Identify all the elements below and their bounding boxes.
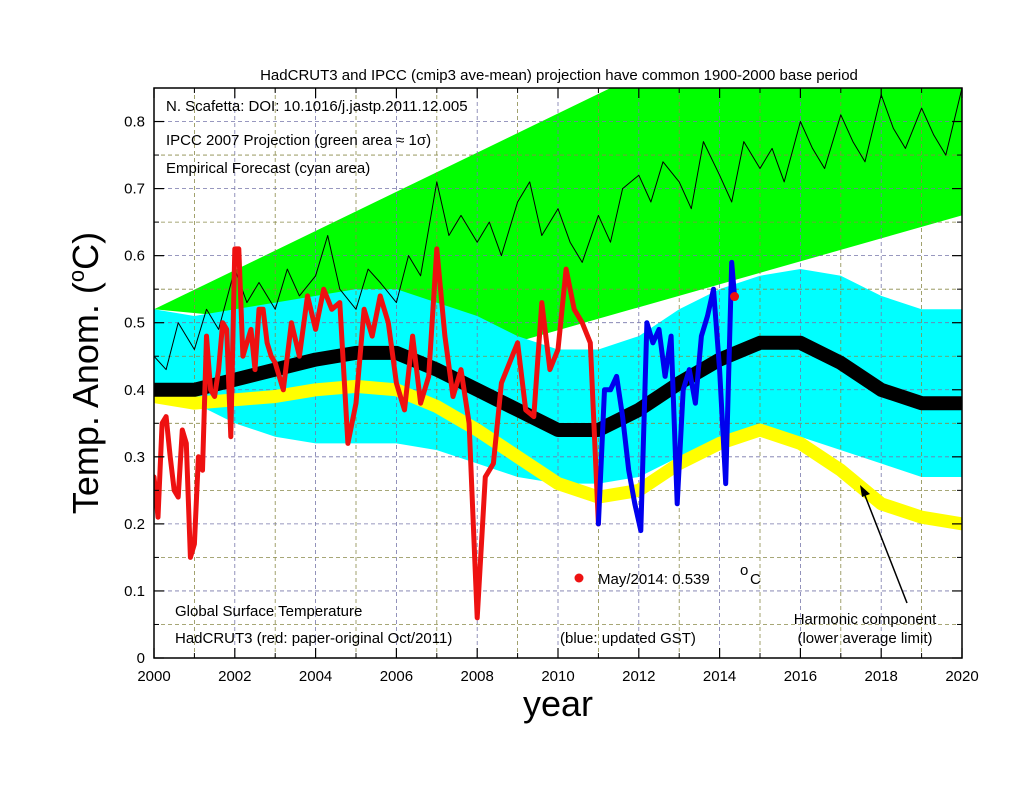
y-axis-label-sup: o xyxy=(64,270,89,282)
axis-tick-labels: 2000 2002 2004 2006 2008 2010 2012 2014 2016 2018… xyxy=(124,114,979,685)
marker-annotation: May/2014: 0.539 o C xyxy=(598,562,761,588)
marker-sup: o xyxy=(740,562,748,579)
empirical-annotation: Empirical Forecast (cyan area) xyxy=(166,160,370,177)
ipcc-annotation: IPCC 2007 Projection (green area ≈ 1σ) xyxy=(166,132,431,149)
hadcrut-label: HadCRUT3 (red: paper-original Oct/2011) xyxy=(175,630,452,647)
x-tick-label: 2008 xyxy=(461,668,494,685)
y-tick-label: 0.6 xyxy=(124,248,145,265)
updated-gst-blue-line xyxy=(595,259,737,534)
x-tick-label: 2018 xyxy=(865,668,898,685)
y-tick-label: 0.8 xyxy=(124,114,145,131)
marker-label: May/2014: 0.539 xyxy=(598,571,710,588)
x-tick-label: 2014 xyxy=(703,668,736,685)
x-tick-label: 2020 xyxy=(945,668,978,685)
x-tick-label: 2002 xyxy=(218,668,251,685)
axis-ticks xyxy=(153,88,963,659)
y-tick-label: 0.7 xyxy=(124,181,145,198)
blue-label: (blue: updated GST) xyxy=(560,630,696,647)
y-tick-label: 0.3 xyxy=(124,449,145,466)
x-tick-label: 2004 xyxy=(299,668,332,685)
x-tick-label: 2010 xyxy=(541,668,574,685)
y-axis-label-tail: C) xyxy=(65,232,106,270)
y-tick-label: 0 xyxy=(137,650,145,667)
gst-title: Global Surface Temperature xyxy=(175,603,362,620)
x-tick-label: 2016 xyxy=(784,668,817,685)
y-tick-label: 0.2 xyxy=(124,516,145,533)
y-tick-label: 0.1 xyxy=(124,583,145,600)
hadcrut3-red-line xyxy=(154,246,601,621)
y-tick-label: 0.5 xyxy=(124,315,145,332)
harmonic-arrow xyxy=(863,492,908,604)
svg-text:Temp. Anom. (oC): Temp. Anom. (oC) xyxy=(64,232,106,514)
yellow-harmonic-line xyxy=(154,379,962,531)
doi-annotation: N. Scafetta: DOI: 10.1016/j.jastp.2011.1… xyxy=(166,98,468,115)
series-lines xyxy=(154,88,962,621)
x-tick-label: 2012 xyxy=(622,668,655,685)
x-tick-label: 2006 xyxy=(380,668,413,685)
y-tick-label: 0.4 xyxy=(124,382,145,399)
x-axis-label: year xyxy=(523,683,593,724)
legend-marker-dot xyxy=(574,573,584,583)
may-2014-marker xyxy=(730,292,740,302)
marker-unit: C xyxy=(750,571,761,588)
chart-title: HadCRUT3 and IPCC (cmip3 ave-mean) proje… xyxy=(260,67,858,84)
harmonic-arrowhead xyxy=(860,485,870,497)
harmonic-label-1: Harmonic component xyxy=(794,611,937,628)
harmonic-label-2: (lower average limit) xyxy=(797,630,932,647)
x-tick-label: 2000 xyxy=(137,668,170,685)
ipcc-thin-line xyxy=(154,88,962,371)
black-harmonic-line xyxy=(154,335,962,437)
y-axis-label-main: Temp. Anom. ( xyxy=(65,282,106,514)
y-axis-label: Temp. Anom. (oC) xyxy=(64,232,106,514)
